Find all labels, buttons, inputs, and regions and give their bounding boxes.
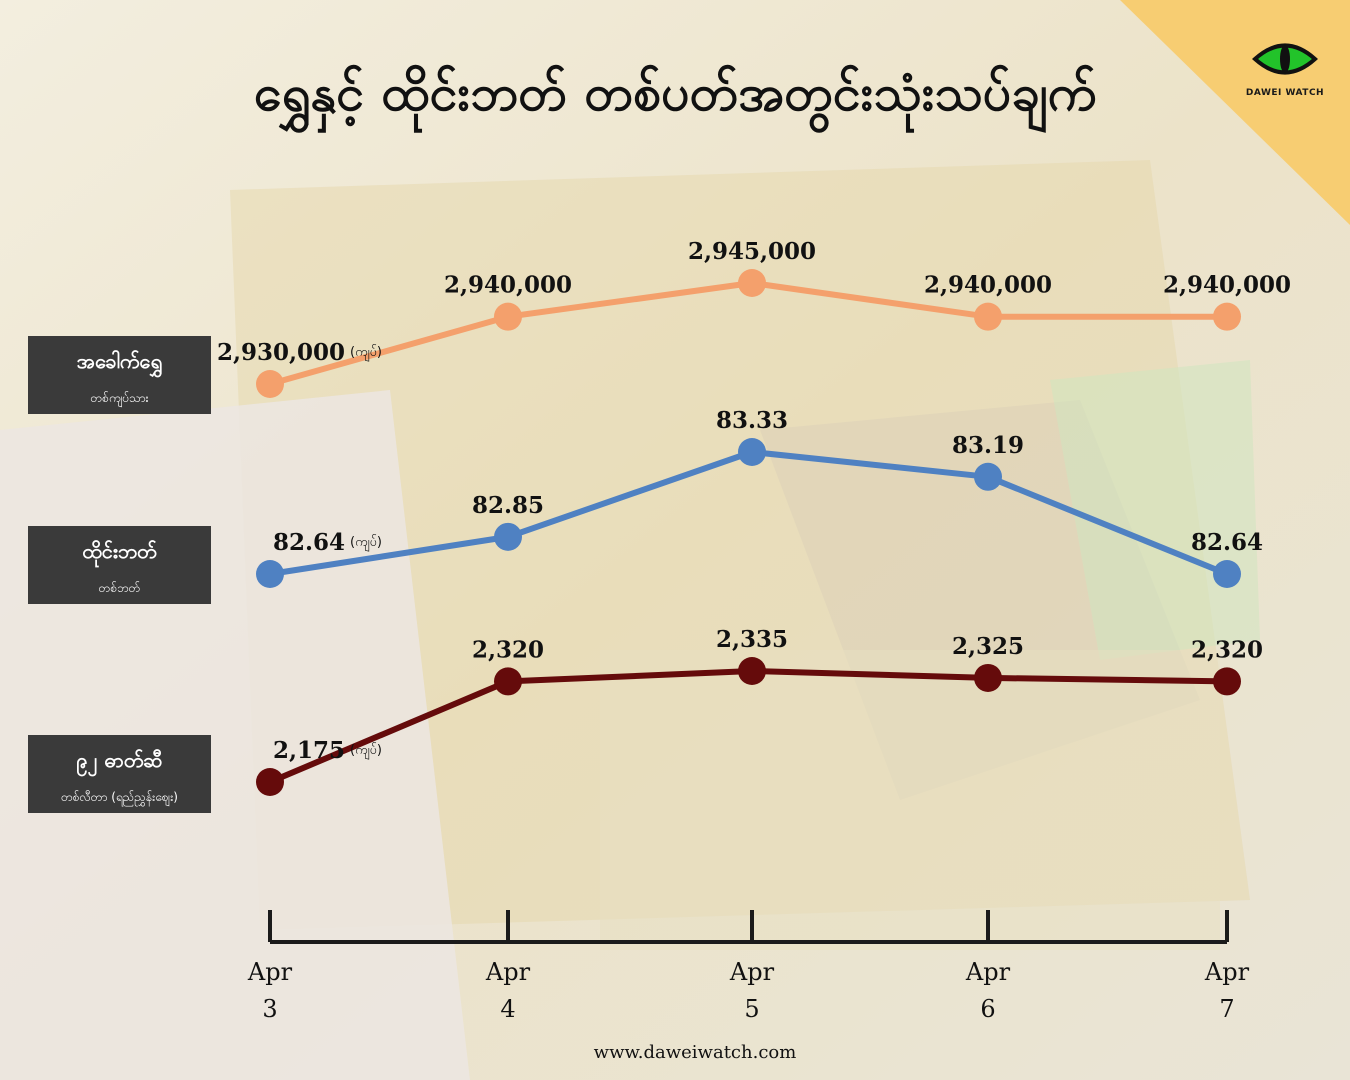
fuel-label-title: ၉၂ ဓာတ်ဆီ xyxy=(76,748,163,772)
baht-value-label: 82.64 xyxy=(273,529,345,556)
gold-label-title: အခေါက်ရွှေ xyxy=(76,349,163,373)
fuel-value-label: 2,320 xyxy=(472,636,544,663)
gold-value-label: 2,940,000 xyxy=(1163,272,1291,299)
fuel-unit-label: (ကျပ်) xyxy=(350,742,382,760)
gold-value-label: 2,940,000 xyxy=(924,272,1052,299)
baht-value-label: 83.19 xyxy=(952,432,1024,459)
x-tick-label: Apr xyxy=(485,958,531,986)
x-tick-label: 3 xyxy=(262,995,277,1023)
baht-label-title: ထိုင်းဘတ် xyxy=(82,539,157,563)
baht-point xyxy=(256,560,284,588)
gold-label: အခေါက်ရွှေ တစ်ကျပ်သား xyxy=(28,336,211,414)
x-tick-label: Apr xyxy=(247,958,293,986)
gold-point xyxy=(974,302,1002,331)
x-tick-label: Apr xyxy=(1204,958,1250,986)
fuel-value-label: 2,325 xyxy=(952,633,1024,660)
page-title: ရွှေနှင့် ထိုင်းဘတ် တစ်ပတ်အတွင်းသုံးသပ်ခ… xyxy=(253,64,1097,122)
fuel-label: ၉၂ ဓာတ်ဆီ တစ်လီတာ (ရည်ညွှန်းဈေး) xyxy=(28,735,211,813)
fuel-label-unit: တစ်လီတာ (ရည်ညွှန်းဈေး) xyxy=(61,790,178,804)
x-tick-label: 4 xyxy=(500,995,515,1023)
baht-point xyxy=(1213,560,1241,588)
baht-point xyxy=(738,438,766,466)
x-tick-label: 6 xyxy=(980,995,995,1023)
baht-value-label: 83.33 xyxy=(716,407,788,434)
eye-icon xyxy=(1252,43,1318,75)
baht-series-line xyxy=(267,449,1230,577)
baht-value-label: 82.85 xyxy=(472,492,544,519)
gold-value-label: 2,945,000 xyxy=(688,238,816,265)
fuel-series-line xyxy=(267,668,1230,785)
gold-point xyxy=(738,269,766,297)
baht-label-unit: တစ်ဘတ် xyxy=(98,581,141,595)
fuel-value-label: 2,335 xyxy=(716,626,788,653)
brand-logo: DAWEI WATCH xyxy=(1230,30,1340,110)
fuel-point xyxy=(974,663,1002,692)
x-tick-label: 7 xyxy=(1219,995,1234,1023)
fuel-value-label: 2,175 xyxy=(273,737,345,764)
fuel-point xyxy=(1213,667,1241,696)
fuel-point xyxy=(256,768,284,796)
website-url: www.daweiwatch.com xyxy=(593,1042,797,1063)
gold-series-line xyxy=(267,280,1230,387)
gold-unit-label: (ကျပ်) xyxy=(350,344,382,362)
baht-point xyxy=(974,462,1002,491)
x-tick-label: Apr xyxy=(729,958,775,986)
brand-name: DAWEI WATCH xyxy=(1245,88,1325,98)
gold-point xyxy=(1213,302,1241,331)
baht-value-label: 82.64 xyxy=(1191,529,1263,556)
fuel-point xyxy=(494,667,522,696)
baht-point xyxy=(494,522,522,551)
gold-point xyxy=(494,302,522,331)
baht-label: ထိုင်းဘတ် တစ်ဘတ် xyxy=(28,526,211,604)
x-tick-label: Apr xyxy=(965,958,1011,986)
baht-unit-label: (ကျပ်) xyxy=(350,534,382,552)
fuel-value-label: 2,320 xyxy=(1191,636,1263,663)
gold-value-label: 2,930,000 xyxy=(217,339,345,366)
fuel-point xyxy=(738,657,766,685)
x-tick-label: 5 xyxy=(744,995,759,1023)
gold-point xyxy=(256,370,284,398)
gold-value-label: 2,940,000 xyxy=(444,272,572,299)
gold-label-unit: တစ်ကျပ်သား xyxy=(90,391,149,405)
